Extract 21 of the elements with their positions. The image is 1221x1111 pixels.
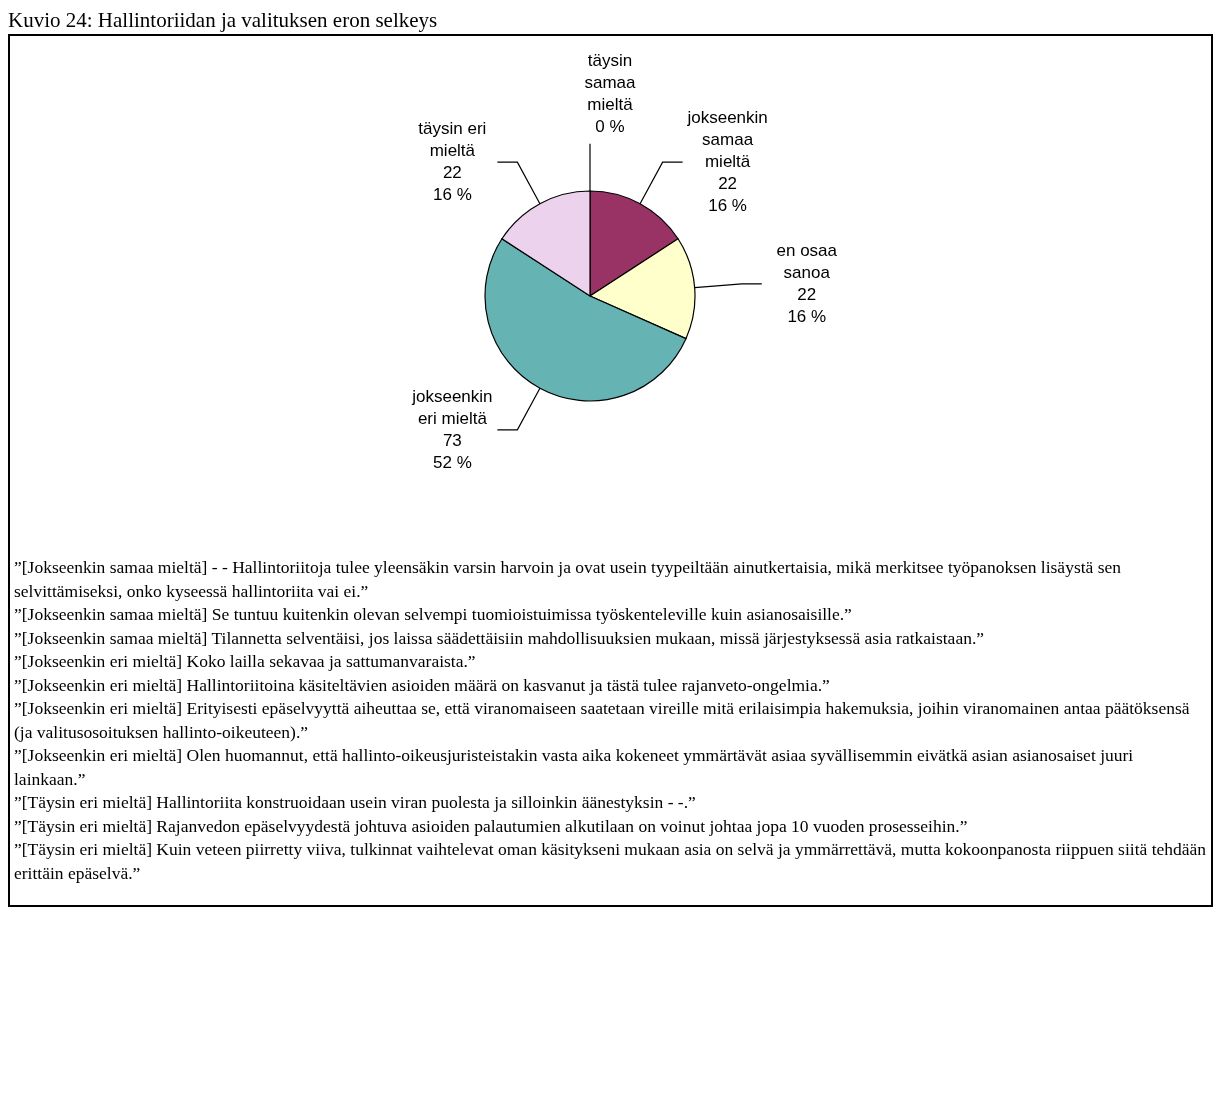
text: ”[Täysin eri mieltä] Kuin veteen piirretty viiva, tulkinnat vaihtelevat oman käsitykseni mukaan asia on selvä ja ymmärrettävä, mutta kokoonpanosta riippuen siitä tehdään erittäin epäselvä.” [14,838,1207,885]
text: ”[Jokseenkin eri mieltä] Olen huomannut, että hallinto-oikeusjuristeistakin vasta aika kokeneet ymmärtävät asiaa syvällisemmin eivätkä asian asianosaiset juuri lainkaan.” [14,744,1135,791]
category-label: täysin samaa mieltä [584,50,636,114]
data-label: 22 16 % [787,284,827,326]
data-label: 73 52 % [433,430,472,472]
data-label: 22 16 % [433,163,472,205]
text: ”[Täysin eri mieltä] Hallintoriita konstruoidaan usein viran puolesta ja silloinkin äänestyksin - -.” [14,791,697,814]
slice-label: täysin eri mieltä [418,119,487,161]
text: 0 % [595,116,625,136]
slice-label: jokseenkin eri mieltä [411,386,493,428]
text: ”[Jokseenkin samaa mieltä] Tilannetta selventäisi, jos laissa säädettäisiin mahdollisuuksien mukaan, missä järjestyksessä asia ratkaistaan.” [14,626,986,650]
slice-label: en osaa sanoa [776,240,838,282]
text: ”[Jokseenkin samaa mieltä] - - Hallintoriitoja tulee yleensäkin varsin harvoin ja ovat usein tyypeiltään ainutkertaisia, mikä merkitsee työpanoksen lisäystä sen selvittämiseksi, onko kyseessä hallintoriita vai ei.” [14,556,1123,603]
text: ”[Täysin eri mieltä] Rajanvedon epäselvyydestä johtuva asioiden palautumien alkutilaan on voinut johtaa jopa 10 vuoden prosesseihin.” [14,814,969,838]
text: ”[Jokseenkin samaa mieltä] Se tuntuu kuitenkin olevan selvempi tuomioistuimissa työskenteleville kuin asianosaisille.” [14,603,853,626]
data-label: 22 16 % [708,174,747,216]
text: ”[Jokseenkin eri mieltä] Erityisesti epäselvyyttä aiheuttaa se, että viranomaiseen saatetaan vireille mitä erilaisimpia hakemuksia, joihin viranomainen antaa päätöksensä (ja valitusosoituksen hallinto-oikeuteen).” [14,697,1191,744]
text: ”[Jokseenkin eri mieltä] Koko lailla sekavaa ja sattumanvaraista.” [14,650,477,673]
slice-label: jokseenkin samaa mieltä [686,108,768,172]
text: ”[Jokseenkin eri mieltä] Hallintoriitoina käsiteltävien asioiden määrä on kasvanut ja tästä tulee rajanveto-ongelmia.” [14,673,831,697]
text: Kuvio 24: Hallintoriidan ja valituksen eron selkeys [8,8,439,32]
